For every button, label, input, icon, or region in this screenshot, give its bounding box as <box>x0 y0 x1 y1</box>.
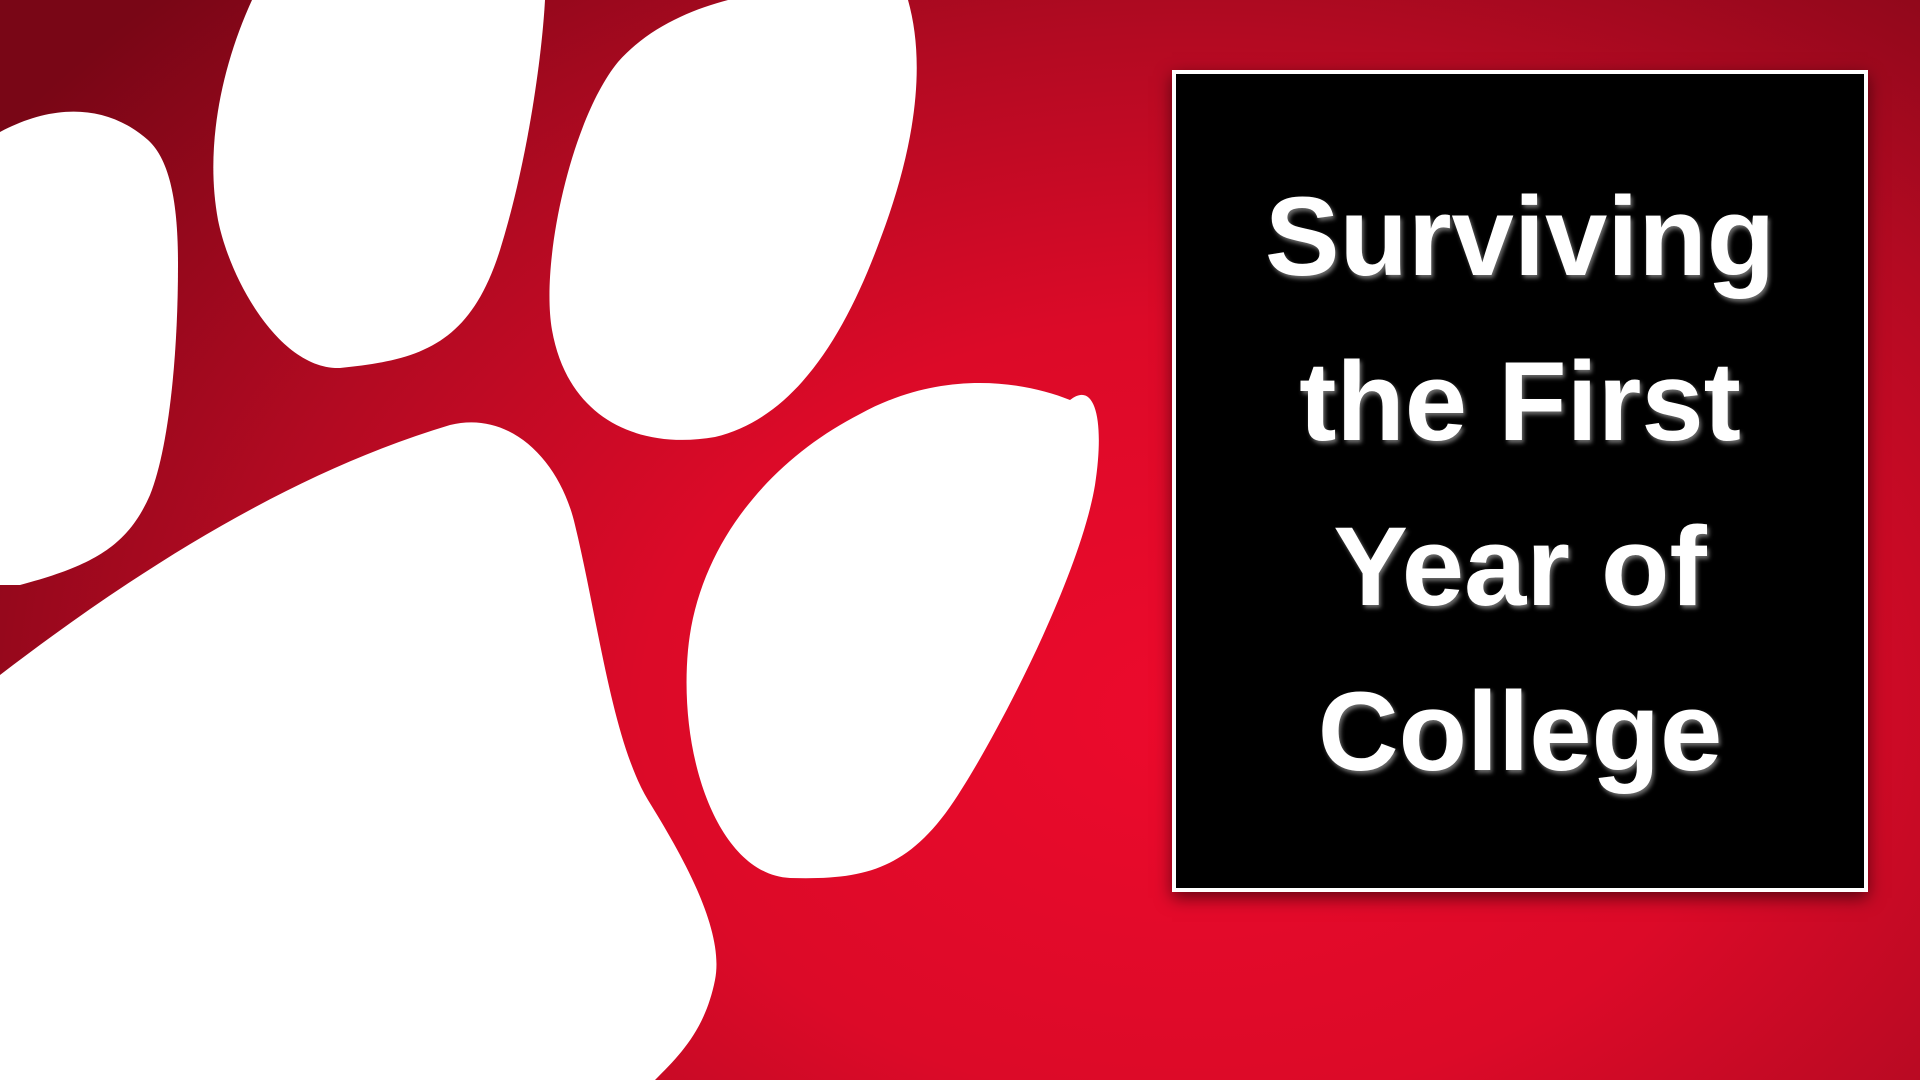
slide-title: Surviving the First Year of College <box>1264 174 1776 794</box>
title-box: Surviving the First Year of College <box>1172 70 1868 892</box>
paw-toe-upper-right <box>549 0 917 440</box>
paw-toe-upper-left <box>213 0 545 369</box>
paw-toe-right <box>686 382 1099 879</box>
paw-toe-left <box>0 111 178 586</box>
paw-main-pad <box>0 422 717 1080</box>
